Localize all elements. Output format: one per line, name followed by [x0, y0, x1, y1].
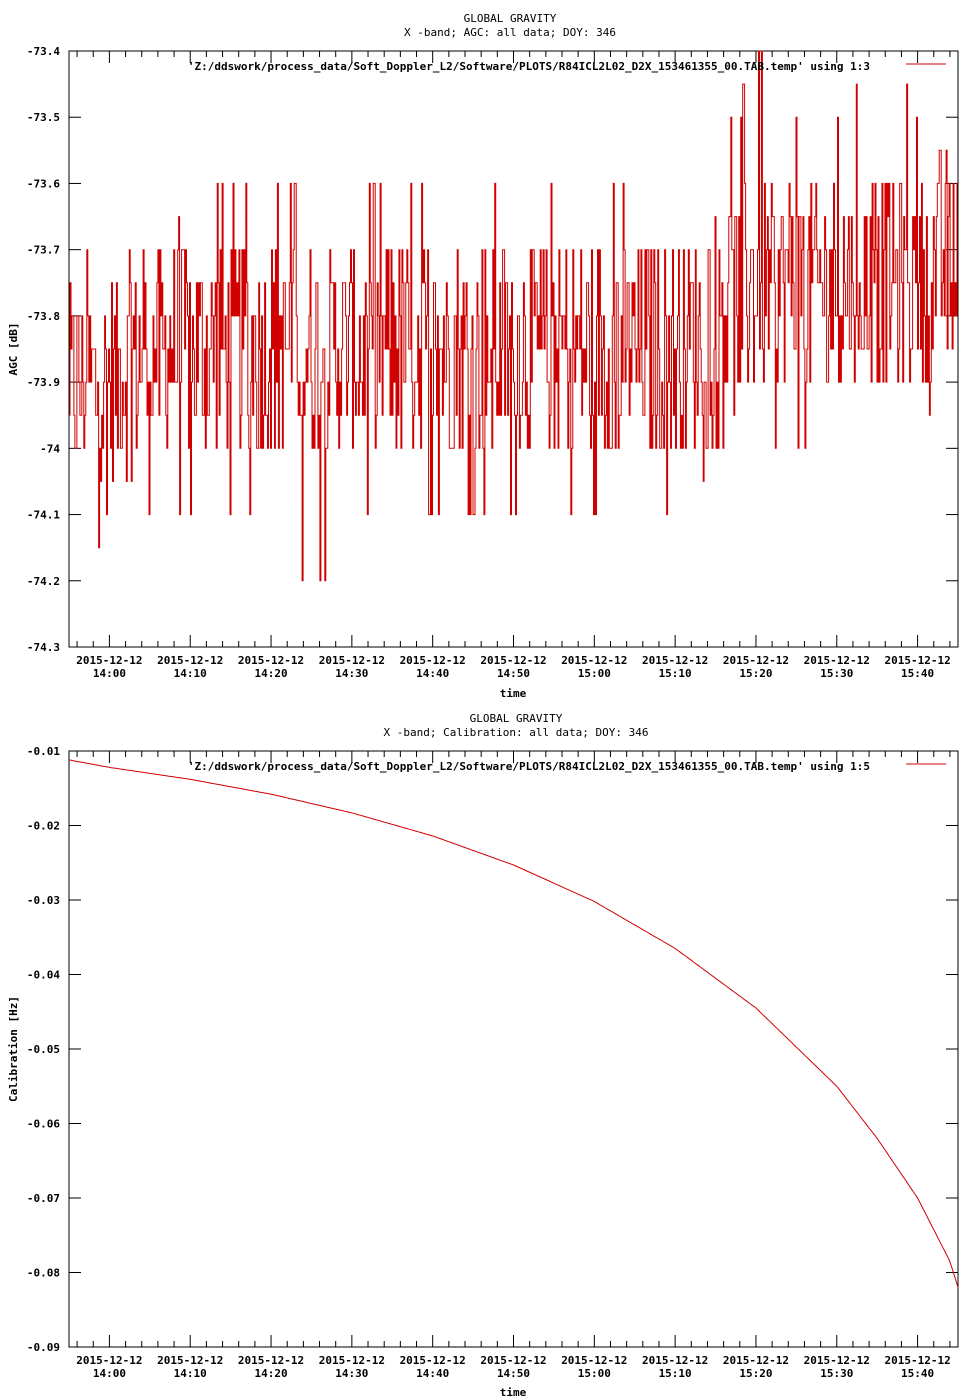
calibration-y-tick-label: -0.03 — [27, 894, 60, 907]
calibration-x-tick-time: 14:30 — [335, 1367, 368, 1380]
calibration-x-tick-time: 14:10 — [174, 1367, 207, 1380]
agc-legend-label: 'Z:/ddswork/process_data/Soft_Doppler_L2… — [188, 60, 870, 73]
calibration-chart: GLOBAL GRAVITY X -band; Calibration: all… — [7, 712, 959, 1399]
calibration-x-tick-time: 15:00 — [578, 1367, 611, 1380]
calibration-series-line — [68, 759, 959, 1288]
calibration-y-tick-label: -0.09 — [27, 1341, 60, 1354]
calibration-chart-subtitle: X -band; Calibration: all data; DOY: 346 — [384, 726, 649, 739]
agc-x-axis-label: time — [500, 687, 527, 700]
agc-x-tick-time: 14:20 — [254, 667, 287, 680]
agc-x-tick-date: 2015-12-12 — [319, 654, 385, 667]
agc-series — [69, 50, 958, 582]
calibration-x-tick-date: 2015-12-12 — [400, 1354, 466, 1367]
agc-x-tick-date: 2015-12-12 — [157, 654, 223, 667]
calibration-y-axis-label: Calibration [Hz] — [7, 996, 20, 1102]
calibration-x-tick-time: 15:20 — [739, 1367, 772, 1380]
agc-x-tick-time: 14:10 — [174, 667, 207, 680]
calibration-y-tick-label: -0.08 — [27, 1267, 60, 1280]
calibration-y-tick-label: -0.07 — [27, 1192, 60, 1205]
agc-x-tick-time: 14:50 — [497, 667, 530, 680]
agc-chart: GLOBAL GRAVITY X -band; AGC: all data; D… — [7, 12, 959, 700]
calibration-series — [68, 759, 959, 1288]
calibration-x-tick-date: 2015-12-12 — [76, 1354, 142, 1367]
agc-y-tick-label: -73.4 — [27, 45, 60, 58]
agc-x-tick-date: 2015-12-12 — [400, 654, 466, 667]
calibration-x-tick-time: 15:40 — [901, 1367, 934, 1380]
calibration-x-axis-label: time — [500, 1386, 527, 1399]
agc-series-line — [69, 50, 958, 582]
agc-x-tick-time: 15:00 — [578, 667, 611, 680]
agc-x-tick-date: 2015-12-12 — [723, 654, 789, 667]
calibration-x-tick-time: 15:30 — [820, 1367, 853, 1380]
calibration-x-tick-date: 2015-12-12 — [804, 1354, 870, 1367]
agc-x-tick-date: 2015-12-12 — [480, 654, 546, 667]
calibration-x-tick-date: 2015-12-12 — [884, 1354, 950, 1367]
agc-y-axis: -73.4 -73.5 -73.6 -73.7 -73.8 -73.9 -74 -74.1 -7… — [27, 45, 958, 654]
calibration-plot-frame — [68, 750, 959, 1348]
calibration-y-axis: -0.01 -0.02 -0.03 -0.04 -0.05 -0.06 -0.07 -0.08… — [27, 745, 958, 1354]
calibration-x-tick-date: 2015-12-12 — [319, 1354, 385, 1367]
calibration-x-tick-time: 14:00 — [93, 1367, 126, 1380]
calibration-x-tick-date: 2015-12-12 — [723, 1354, 789, 1367]
calibration-chart-title: GLOBAL GRAVITY — [470, 712, 563, 725]
calibration-x-axis: 2015-12-1214:002015-12-1214:102015-12-12… — [76, 751, 951, 1380]
agc-y-tick-label: -74.1 — [27, 509, 60, 522]
agc-x-tick-date: 2015-12-12 — [642, 654, 708, 667]
calibration-x-tick-time: 14:20 — [254, 1367, 287, 1380]
agc-y-tick-label: -73.6 — [27, 177, 60, 190]
agc-y-tick-label: -74.3 — [27, 641, 60, 654]
agc-chart-title: GLOBAL GRAVITY — [464, 12, 557, 25]
agc-x-tick-time: 15:30 — [820, 667, 853, 680]
agc-x-axis: 2015-12-1214:002015-12-1214:102015-12-12… — [76, 51, 951, 680]
agc-y-axis-label: AGC [dB] — [7, 323, 20, 376]
agc-chart-subtitle: X -band; AGC: all data; DOY: 346 — [404, 26, 616, 39]
calibration-y-tick-label: -0.01 — [27, 745, 60, 758]
agc-x-tick-time: 14:30 — [335, 667, 368, 680]
calibration-x-tick-time: 15:10 — [659, 1367, 692, 1380]
calibration-y-tick-label: -0.06 — [27, 1118, 60, 1131]
agc-x-tick-date: 2015-12-12 — [76, 654, 142, 667]
agc-x-tick-date: 2015-12-12 — [804, 654, 870, 667]
calibration-x-tick-date: 2015-12-12 — [157, 1354, 223, 1367]
calibration-x-tick-time: 14:50 — [497, 1367, 530, 1380]
agc-y-tick-label: -74.2 — [27, 575, 60, 588]
agc-x-tick-date: 2015-12-12 — [884, 654, 950, 667]
agc-x-tick-time: 15:20 — [739, 667, 772, 680]
calibration-x-tick-date: 2015-12-12 — [480, 1354, 546, 1367]
agc-y-tick-label: -73.5 — [27, 111, 60, 124]
calibration-y-tick-label: -0.04 — [27, 969, 60, 982]
agc-x-tick-time: 14:40 — [416, 667, 449, 680]
calibration-y-tick-label: -0.05 — [27, 1043, 60, 1056]
agc-y-tick-label: -73.7 — [27, 244, 60, 257]
calibration-x-tick-date: 2015-12-12 — [642, 1354, 708, 1367]
agc-y-tick-label: -74 — [40, 442, 60, 455]
agc-x-tick-date: 2015-12-12 — [561, 654, 627, 667]
calibration-x-tick-date: 2015-12-12 — [561, 1354, 627, 1367]
calibration-x-tick-time: 14:40 — [416, 1367, 449, 1380]
calibration-legend-label: 'Z:/ddswork/process_data/Soft_Doppler_L2… — [188, 760, 870, 773]
agc-y-tick-label: -73.9 — [27, 376, 60, 389]
calibration-y-tick-label: -0.02 — [27, 820, 60, 833]
agc-x-tick-date: 2015-12-12 — [238, 654, 304, 667]
calibration-x-tick-date: 2015-12-12 — [238, 1354, 304, 1367]
agc-x-tick-time: 15:10 — [659, 667, 692, 680]
agc-x-tick-time: 15:40 — [901, 667, 934, 680]
agc-x-tick-time: 14:00 — [93, 667, 126, 680]
agc-y-tick-label: -73.8 — [27, 310, 60, 323]
